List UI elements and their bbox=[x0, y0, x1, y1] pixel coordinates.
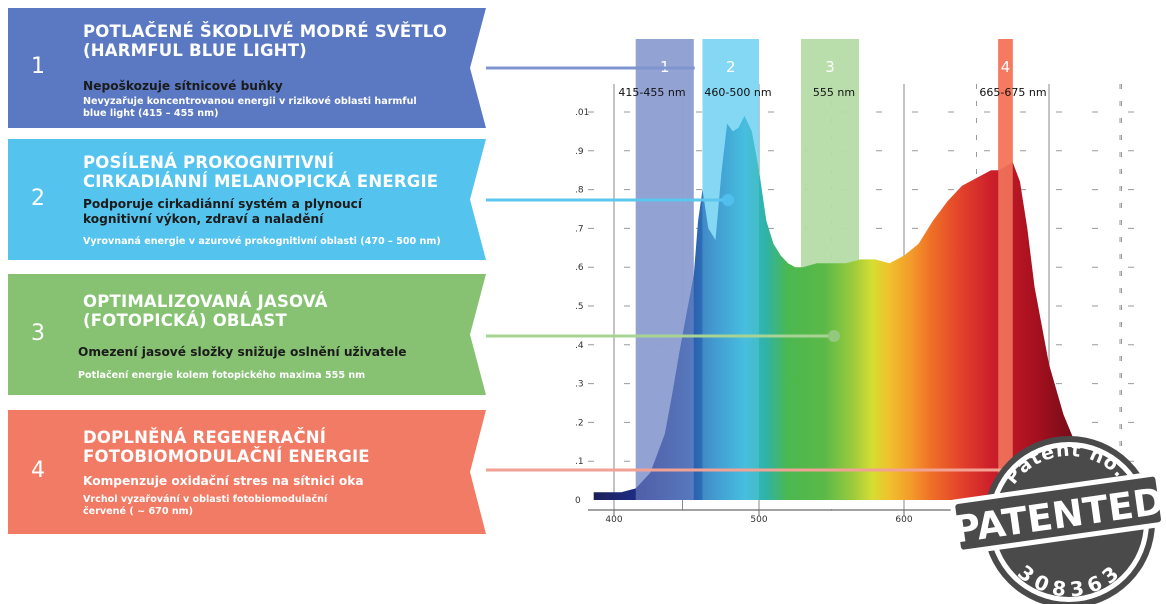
x-tick-label: 400 bbox=[605, 515, 622, 525]
panel-subtitle-line: Omezení jasové složky snižuje oslnění už… bbox=[78, 345, 407, 359]
panel-number: 3 bbox=[31, 320, 45, 346]
band-overlay-4 bbox=[998, 39, 1013, 499]
panel-number: 1 bbox=[31, 54, 45, 79]
panel-title-line: POTLAČENÉ ŠKODLIVÉ MODRÉ SVĚTLO bbox=[83, 22, 448, 41]
band-number-label: 3 bbox=[825, 58, 835, 76]
panel-title-line: CIRKADIÁNNÍ MELANOPICKÁ ENERGIE bbox=[83, 172, 439, 191]
panel-title-line: POSÍLENÁ PROKOGNITIVNÍ bbox=[83, 153, 335, 172]
y-tick-label: .2 bbox=[575, 418, 584, 428]
band-range-label: 555 nm bbox=[813, 86, 855, 99]
panel-title-line: FOTOBIOMODULAČNÍ ENERGIE bbox=[83, 447, 370, 466]
panel-background bbox=[8, 8, 486, 128]
panel-subtitle-line: Nepoškozuje sítnicové buňky bbox=[83, 79, 283, 93]
stamp-seal: Patent no.: 308363 PATENTED bbox=[949, 436, 1166, 604]
panel-description-line: Vrchol vyzařování v oblasti fotobiomodul… bbox=[83, 494, 328, 505]
panel-description-line: Vyrovnaná energie v azurové prokognitivn… bbox=[83, 236, 441, 247]
panel-description-line: Nevyzařuje koncentrovanou energii v rizi… bbox=[83, 96, 417, 107]
info-panel-3: 3 OPTIMALIZOVANÁ JASOVÁ (FOTOPICKÁ) OBLAST… bbox=[8, 274, 488, 395]
y-tick-label: 0 bbox=[575, 496, 581, 506]
x-tick-label: 500 bbox=[750, 515, 767, 525]
panel-title-line: DOPLNĚNÁ REGENERAČNÍ bbox=[83, 428, 327, 447]
panel-number: 4 bbox=[31, 458, 45, 483]
band-range-label: 665-675 nm bbox=[979, 86, 1046, 99]
y-tick-label: .5 bbox=[575, 302, 584, 312]
panel-background bbox=[8, 410, 486, 534]
band-number-label: 2 bbox=[726, 58, 736, 76]
band-overlay-2 bbox=[702, 39, 759, 500]
panel-number: 2 bbox=[31, 185, 45, 211]
info-panel-1: 1 POTLAČENÉ ŠKODLIVÉ MODRÉ SVĚTLO (HARMFUL… bbox=[8, 8, 488, 128]
band-range-label: 415-455 nm bbox=[618, 86, 685, 99]
panel-background bbox=[8, 139, 486, 260]
panel-title-line: (FOTOPICKÁ) OBLAST bbox=[83, 311, 287, 330]
panel-description-line: Potlačení energie kolem fotopického maxi… bbox=[78, 370, 366, 381]
y-tick-label: .3 bbox=[575, 380, 584, 390]
connector-dot-3 bbox=[828, 330, 840, 342]
info-panel-4: 4 DOPLNĚNÁ REGENERAČNÍ FOTOBIOMODULAČNÍ EN… bbox=[8, 410, 488, 534]
band-range-label: 460-500 nm bbox=[704, 86, 771, 99]
y-tick-label: .1 bbox=[575, 457, 584, 467]
panel-description-line: červené ( ~ 670 nm) bbox=[83, 506, 194, 517]
connector-dot-2 bbox=[722, 194, 734, 206]
y-tick-label: .8 bbox=[575, 186, 584, 196]
y-tick-label: .7 bbox=[575, 224, 584, 234]
panel-title-line: (HARMFUL BLUE LIGHT) bbox=[83, 41, 307, 60]
panel-subtitle-line: kognitivní výkon, zdraví a naladění bbox=[83, 212, 324, 226]
info-panel-2: 2 POSÍLENÁ PROKOGNITIVNÍ CIRKADIÁNNÍ MELAN… bbox=[8, 139, 488, 260]
band-number-label: 4 bbox=[1001, 58, 1011, 76]
panel-description-line: blue light (415 – 455 nm) bbox=[83, 108, 219, 119]
y-tick-label: .01 bbox=[575, 108, 589, 118]
y-tick-label: .9 bbox=[575, 147, 584, 157]
panel-subtitle-line: Kompenzuje oxidační stres na sítnici oka bbox=[83, 474, 364, 488]
y-tick-label: .4 bbox=[575, 341, 584, 351]
x-tick-label: 600 bbox=[895, 515, 912, 525]
band-overlay-1 bbox=[635, 39, 694, 500]
panel-background bbox=[8, 274, 486, 395]
y-tick-label: .6 bbox=[575, 263, 584, 273]
panel-subtitle-line: Podporuje cirkadiánní systém a plynoucí bbox=[83, 197, 363, 211]
panel-title-line: OPTIMALIZOVANÁ JASOVÁ bbox=[83, 292, 328, 311]
